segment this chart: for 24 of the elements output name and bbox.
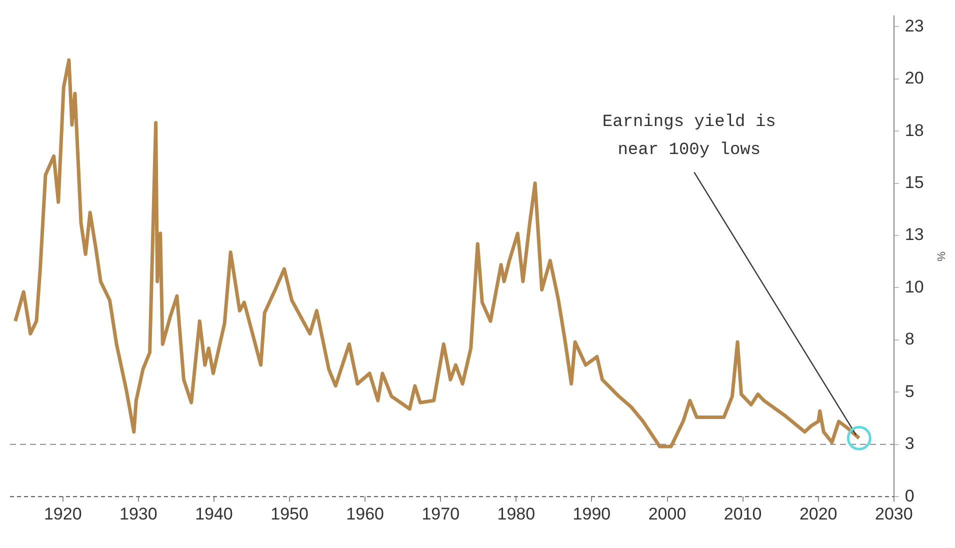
y-tick-label: 13 — [904, 225, 924, 244]
y-tick-label: 15 — [904, 172, 924, 192]
x-tick-label: 1940 — [195, 504, 233, 524]
x-tick-label: 2010 — [724, 504, 762, 524]
x-tick-label: 1930 — [120, 504, 158, 524]
y-axis-title: % — [934, 252, 946, 262]
y-tick-label: 23 — [904, 16, 924, 36]
y-tick-label: 10 — [904, 277, 924, 296]
x-tick-label: 2000 — [648, 504, 686, 524]
y-tick-label: 5 — [904, 382, 914, 401]
x-tick-label: 1970 — [422, 504, 460, 524]
y-tick-label: 20 — [904, 68, 924, 88]
x-tick-label: 2030 — [874, 504, 913, 524]
x-tick-label: 1920 — [44, 504, 82, 524]
y-tick-label: 18 — [904, 120, 924, 140]
x-tick-label: 1950 — [270, 504, 308, 524]
annotation: Earnings yield is near 100y lows — [602, 113, 776, 160]
x-tick-label: 1960 — [346, 504, 384, 524]
x-tick-label: 1990 — [572, 504, 611, 524]
y-tick-label: 0 — [904, 486, 914, 506]
x-tick-label: 1980 — [497, 504, 536, 524]
y-tick-label: 8 — [904, 330, 914, 349]
x-tick-label: 2020 — [799, 504, 838, 524]
y-tick-label: 3 — [904, 434, 914, 454]
